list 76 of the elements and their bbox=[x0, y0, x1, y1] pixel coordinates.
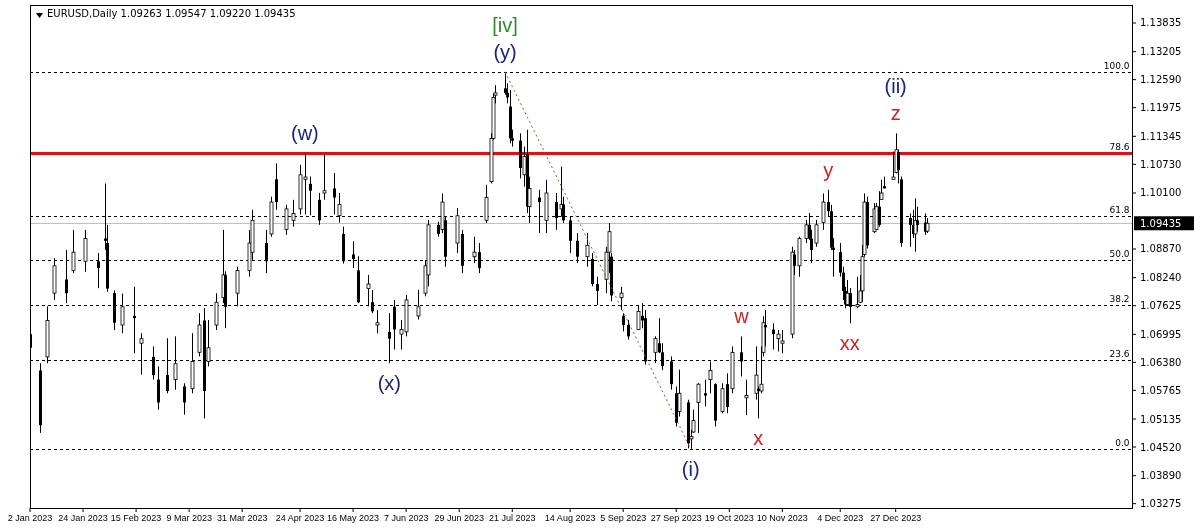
candlestick bbox=[71, 229, 76, 274]
candlestick bbox=[696, 382, 701, 434]
y-tick-label: 1.03890 bbox=[1140, 470, 1182, 482]
candlestick bbox=[333, 172, 336, 215]
annotation: 23.6 bbox=[1109, 348, 1130, 359]
candlestick bbox=[318, 192, 321, 226]
ref-line-label: 1.09435 bbox=[1140, 217, 1182, 229]
candlestick bbox=[619, 286, 624, 311]
candlestick bbox=[309, 176, 312, 216]
x-tick-label: 7 Jun 2023 bbox=[383, 513, 429, 523]
annotation: 38.2 bbox=[1109, 293, 1130, 304]
annotation: (x) bbox=[377, 372, 401, 395]
x-tick-label: 10 Nov 2023 bbox=[756, 513, 808, 523]
annotation: 100.0 bbox=[1103, 60, 1130, 71]
x-tick-label: 16 May 2023 bbox=[327, 513, 380, 523]
y-tick-label: 1.13205 bbox=[1140, 46, 1182, 58]
annotation: z bbox=[890, 102, 901, 125]
y-tick-label: 1.05765 bbox=[1140, 384, 1182, 396]
y-tick-label: 1.04520 bbox=[1140, 441, 1182, 453]
y-tick-label: 1.12590 bbox=[1140, 74, 1182, 86]
chart-title: EURUSD,Daily 1.09263 1.09547 1.09220 1.09435 bbox=[47, 8, 296, 19]
annotation: x bbox=[753, 427, 764, 450]
x-tick-label: 24 Jan 2023 bbox=[58, 513, 108, 523]
x-tick-label: 15 Feb 2023 bbox=[110, 513, 162, 523]
x-tick-label: 27 Dec 2023 bbox=[870, 513, 922, 523]
candlestick bbox=[375, 309, 380, 334]
annotation: xx bbox=[839, 332, 860, 355]
x-tick-label: 21 Jul 2023 bbox=[489, 513, 536, 523]
y-tick-label: 1.07625 bbox=[1140, 300, 1182, 312]
annotation: [iv] bbox=[492, 13, 518, 36]
x-tick-label: 29 Jun 2023 bbox=[434, 513, 484, 523]
annotation: 61.8 bbox=[1109, 204, 1130, 215]
annotation: (i) bbox=[681, 457, 700, 480]
y-tick-label: 1.10730 bbox=[1140, 158, 1182, 170]
annotation: w bbox=[733, 305, 750, 328]
annotation: 78.6 bbox=[1109, 141, 1130, 152]
candlestick bbox=[622, 312, 625, 332]
candlestick bbox=[83, 229, 88, 273]
annotation: (ii) bbox=[884, 75, 907, 98]
annotation: y bbox=[823, 158, 834, 181]
y-tick-label: 1.06380 bbox=[1140, 356, 1182, 368]
x-tick-label: 19 Oct 2023 bbox=[704, 513, 754, 523]
annotation: 50.0 bbox=[1109, 249, 1130, 260]
y-tick-label: 1.06995 bbox=[1140, 328, 1182, 340]
candlestick bbox=[157, 365, 160, 411]
annotation: 0.0 bbox=[1115, 437, 1130, 448]
candlestick bbox=[720, 382, 725, 414]
y-tick-label: 1.11345 bbox=[1140, 130, 1182, 142]
x-tick-label: 31 Mar 2023 bbox=[216, 513, 268, 523]
x-tick-label: 24 Apr 2023 bbox=[275, 513, 325, 523]
candlestick bbox=[596, 276, 599, 306]
candlestick bbox=[821, 192, 826, 231]
y-tick-label: 1.10100 bbox=[1140, 187, 1182, 199]
annotation: (w) bbox=[291, 122, 319, 145]
candlestick bbox=[891, 151, 896, 181]
candlestick bbox=[814, 219, 819, 248]
y-tick-label: 1.08870 bbox=[1140, 243, 1182, 255]
x-tick-label: 9 Mar 2023 bbox=[166, 513, 212, 523]
y-tick-label: 1.03275 bbox=[1140, 498, 1182, 510]
y-tick-label: 1.08240 bbox=[1140, 272, 1182, 284]
x-tick-label: 4 Dec 2023 bbox=[817, 513, 864, 523]
candlestick bbox=[780, 329, 785, 354]
y-tick-label: 1.11975 bbox=[1140, 102, 1182, 114]
candlestick bbox=[183, 382, 186, 416]
x-tick-label: 5 Sep 2023 bbox=[600, 513, 647, 523]
x-tick-label: 2 Jan 2023 bbox=[7, 513, 53, 523]
candlestick bbox=[322, 154, 327, 201]
candlestick bbox=[627, 319, 630, 341]
x-tick-label: 27 Sep 2023 bbox=[650, 513, 702, 523]
candlestick bbox=[776, 329, 781, 352]
y-tick-label: 1.05135 bbox=[1140, 413, 1182, 425]
annotation: (y) bbox=[493, 40, 517, 63]
candlestick bbox=[744, 379, 749, 416]
y-tick-label: 1.13835 bbox=[1140, 17, 1182, 29]
x-tick-label: 14 Aug 2023 bbox=[544, 513, 596, 523]
candlestick bbox=[704, 379, 707, 407]
